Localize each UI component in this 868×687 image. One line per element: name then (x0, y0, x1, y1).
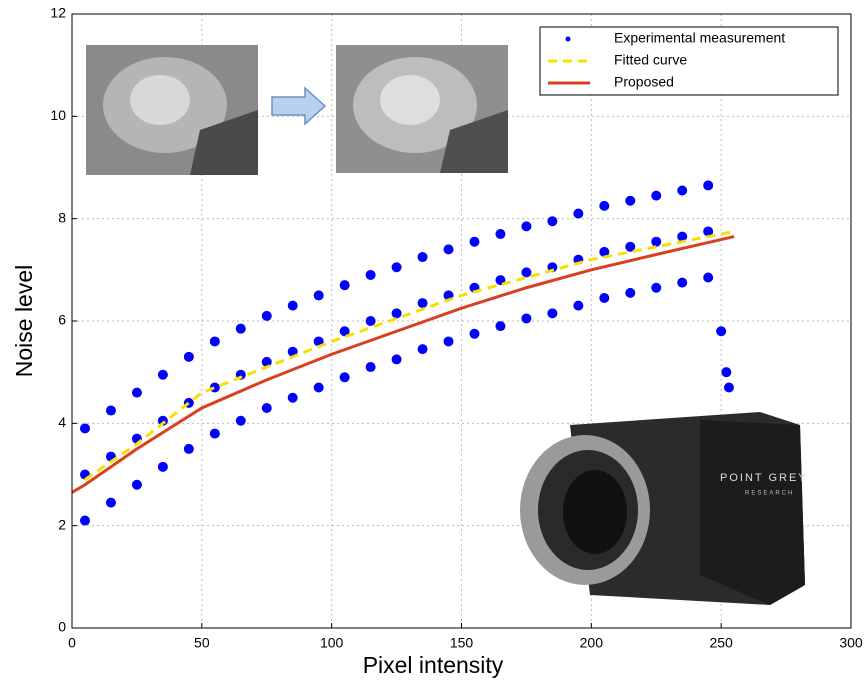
scatter-point (547, 308, 558, 319)
scatter-point (443, 336, 454, 347)
scatter-point (469, 236, 480, 247)
scatter-point (417, 298, 428, 309)
scatter-point (625, 287, 636, 298)
scatter-point (235, 415, 246, 426)
scatter-point (521, 267, 532, 278)
scatter-point (721, 367, 732, 378)
x-tick-label: 0 (68, 635, 76, 651)
legend-label: Proposed (614, 74, 674, 90)
scatter-point (651, 282, 662, 293)
scatter-point (391, 354, 402, 365)
y-tick-label: 8 (58, 209, 66, 225)
scatter-point (365, 316, 376, 326)
scatter-point (469, 328, 480, 339)
scatter-point (209, 336, 220, 347)
scatter-point (677, 277, 688, 288)
scatter-point (313, 382, 324, 393)
scatter-point (209, 428, 220, 439)
scatter-point (287, 300, 298, 311)
scatter-point (677, 185, 688, 196)
legend: Experimental measurement Fitted curve Prop… (539, 26, 839, 96)
marks (71, 180, 735, 526)
scatter-point (703, 226, 714, 237)
scatter-point (235, 323, 246, 334)
camera-label: RESEARCH (745, 491, 794, 497)
arrow (271, 86, 327, 126)
scatter-point (547, 216, 558, 227)
plot-frame (71, 13, 852, 629)
scatter-point (261, 356, 272, 367)
y-tick-label: 6 (58, 312, 66, 328)
scatter-point (417, 344, 428, 355)
scatter-point (599, 246, 610, 257)
scatter-point (495, 321, 506, 332)
scatter-point (313, 290, 324, 301)
y-axis-label: Noise level (11, 265, 37, 378)
scatter-point (573, 300, 584, 311)
scatter-point (183, 351, 194, 362)
camera-label: POINT GREY (720, 472, 808, 484)
scatter-point (417, 252, 428, 263)
x-tick-label: 300 (839, 635, 863, 651)
scatter-point (261, 310, 272, 321)
scatter-point (625, 241, 636, 252)
x-tick-label: 150 (450, 635, 474, 651)
scatter-point (105, 405, 116, 416)
scatter-point (443, 244, 454, 255)
scatter-point (677, 231, 688, 242)
scatter-point (365, 269, 376, 280)
scatter-point (339, 372, 350, 383)
scatter-point (313, 336, 324, 347)
scatter-point (651, 236, 662, 247)
scatter-point (157, 369, 168, 380)
scatter-point (105, 497, 116, 508)
noisy-image (86, 45, 258, 175)
camera (520, 412, 805, 605)
scatter-point (131, 387, 142, 398)
scatter-point (573, 208, 584, 219)
scatter-point (79, 515, 90, 526)
scatter-point (79, 423, 90, 434)
x-tick-label: 50 (194, 635, 210, 651)
scatter-point (703, 180, 714, 191)
legend-label: Experimental measurement (614, 30, 785, 46)
scatter-point (521, 221, 532, 232)
scatter-point (625, 195, 636, 206)
scatter-point (183, 443, 194, 454)
scatter-point (339, 326, 350, 337)
scatter-point (287, 346, 298, 357)
scatter-point (157, 461, 168, 472)
x-axis-label: Pixel intensity (363, 652, 504, 678)
scatter-point (723, 382, 734, 393)
scatter-point (716, 326, 727, 337)
scatter-point (599, 292, 610, 303)
y-tick-label: 10 (50, 107, 66, 123)
scatter-point (495, 229, 506, 240)
scatter-point (131, 479, 142, 490)
scatter-point (703, 272, 714, 283)
scatter-point (365, 362, 376, 373)
y-tick-label: 4 (58, 414, 66, 430)
scatter-point (651, 190, 662, 201)
y-tick-label: 0 (58, 619, 66, 635)
scatter-point (261, 402, 272, 413)
scatter-point (521, 313, 532, 324)
scatter-point (287, 392, 298, 403)
scatter-point (599, 200, 610, 211)
scatter-point (157, 415, 168, 426)
y-tick-label: 2 (58, 516, 66, 532)
x-tick-label: 100 (320, 635, 344, 651)
scatter-point (391, 308, 402, 319)
x-tick-label: 250 (709, 635, 733, 651)
denoised-image (336, 45, 508, 173)
x-tick-label: 200 (580, 635, 604, 651)
scatter-point (391, 262, 402, 273)
legend-marker (565, 36, 571, 42)
y-tick-label: 12 (50, 5, 66, 21)
scatter-point (339, 280, 350, 291)
legend-label: Fitted curve (614, 52, 687, 68)
line (71, 235, 735, 494)
